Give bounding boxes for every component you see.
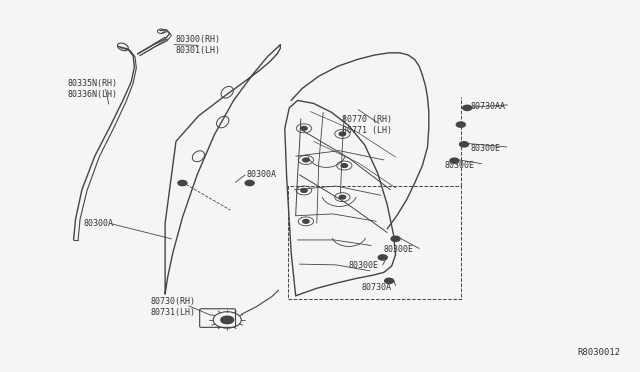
Circle shape: [450, 158, 459, 163]
Text: 80300A: 80300A: [246, 170, 276, 179]
Circle shape: [341, 164, 348, 167]
Text: R8030012: R8030012: [578, 348, 621, 357]
Text: 80730(RH)
80731(LH): 80730(RH) 80731(LH): [150, 297, 195, 317]
Circle shape: [301, 126, 307, 130]
Text: 80335N(RH)
80336N(LH): 80335N(RH) 80336N(LH): [67, 79, 117, 99]
Text: 80730A: 80730A: [362, 283, 392, 292]
Text: 80300E: 80300E: [445, 161, 475, 170]
Circle shape: [378, 255, 387, 260]
Circle shape: [221, 316, 234, 324]
Circle shape: [303, 219, 309, 223]
Circle shape: [463, 105, 472, 110]
Text: 80300E: 80300E: [349, 262, 379, 270]
Text: 80300(RH)
80301(LH): 80300(RH) 80301(LH): [176, 35, 221, 55]
Circle shape: [385, 278, 394, 283]
Circle shape: [245, 180, 254, 186]
Circle shape: [339, 195, 346, 199]
Text: 80300E: 80300E: [384, 245, 414, 254]
Circle shape: [460, 142, 468, 147]
Circle shape: [301, 189, 307, 192]
Circle shape: [391, 236, 400, 241]
Circle shape: [178, 180, 187, 186]
Text: 80770 (RH)
80771 (LH): 80770 (RH) 80771 (LH): [342, 115, 392, 135]
Circle shape: [339, 132, 346, 136]
Circle shape: [456, 122, 465, 127]
Circle shape: [303, 158, 309, 162]
Text: 80300A: 80300A: [83, 219, 113, 228]
Text: 80730AA: 80730AA: [470, 102, 506, 110]
Text: 80300E: 80300E: [470, 144, 500, 153]
